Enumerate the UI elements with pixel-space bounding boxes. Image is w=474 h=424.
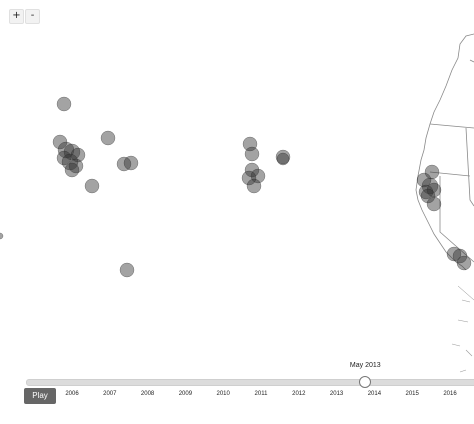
marker bbox=[420, 188, 436, 204]
marker bbox=[456, 255, 472, 271]
marker bbox=[84, 178, 100, 194]
marker bbox=[426, 196, 442, 212]
marker bbox=[276, 152, 290, 166]
year-tick-label: 2011 bbox=[254, 391, 268, 397]
marker-layer bbox=[0, 96, 472, 278]
marker bbox=[100, 130, 116, 146]
marker bbox=[416, 172, 432, 188]
marker bbox=[275, 149, 291, 165]
marker bbox=[452, 248, 468, 264]
year-tick-label: 2007 bbox=[103, 391, 117, 397]
marker bbox=[242, 136, 258, 152]
year-tick-label: 2013 bbox=[329, 391, 344, 397]
year-tick-label: 2006 bbox=[65, 391, 79, 397]
year-tick-label: 2012 bbox=[292, 391, 306, 397]
marker bbox=[424, 164, 440, 180]
marker bbox=[0, 232, 4, 240]
zoom-in-button[interactable]: + bbox=[9, 9, 24, 24]
marker bbox=[119, 262, 135, 278]
year-tick-label: 2016 bbox=[443, 391, 457, 397]
play-button[interactable]: Play bbox=[24, 388, 56, 404]
slider-date-label: May 2013 bbox=[349, 362, 381, 369]
island-fragments bbox=[451, 299, 473, 373]
marker bbox=[241, 170, 257, 186]
marker bbox=[123, 155, 139, 171]
marker bbox=[250, 168, 266, 184]
marker bbox=[64, 162, 80, 178]
marker bbox=[446, 246, 462, 262]
marker bbox=[244, 162, 260, 178]
marker bbox=[56, 96, 72, 112]
time-slider-handle[interactable] bbox=[359, 376, 372, 388]
land-outline bbox=[415, 33, 474, 301]
year-tick-label: 2014 bbox=[367, 391, 382, 397]
year-tick-label: 2009 bbox=[178, 391, 193, 397]
marker bbox=[68, 158, 84, 174]
marker bbox=[246, 178, 262, 194]
marker bbox=[244, 146, 260, 162]
year-tick-label: 2015 bbox=[405, 391, 419, 397]
year-tick-label: 2008 bbox=[140, 391, 155, 397]
year-tick-label: 2010 bbox=[216, 391, 230, 397]
zoom-out-button[interactable]: - bbox=[25, 9, 40, 24]
time-slider-track[interactable] bbox=[26, 379, 474, 386]
